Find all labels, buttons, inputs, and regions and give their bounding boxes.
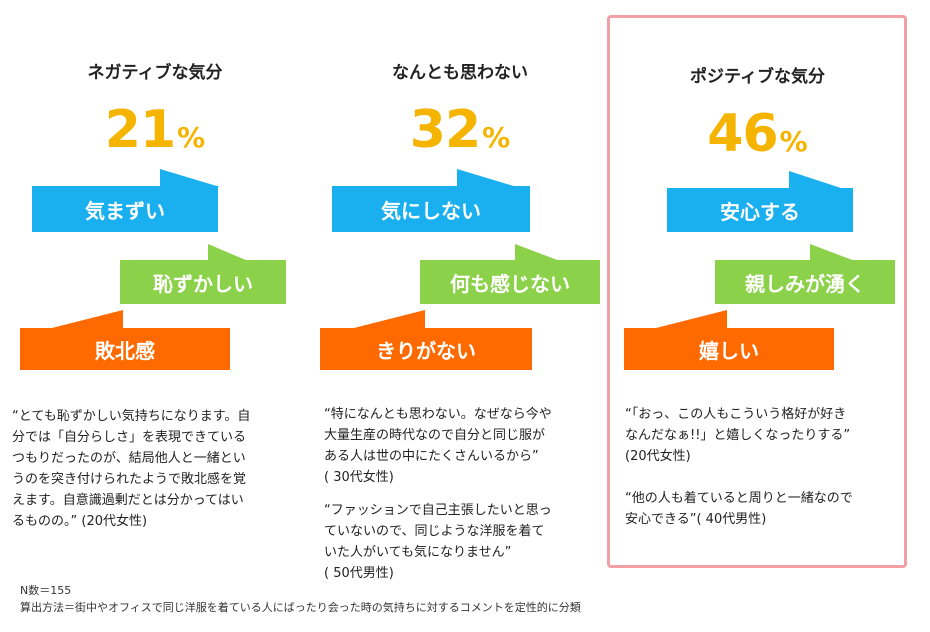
bubble-tail: [350, 310, 425, 329]
positive-percent: 46%: [605, 108, 910, 160]
bubble-kinishinai: 気にしない: [332, 169, 530, 232]
bubble-nanimokanjinai: 何も感じない: [420, 244, 600, 304]
neutral-column: なんとも思わない 32% 気にしない 何も感じない きりがない “特になんとも思…: [310, 0, 610, 600]
positive-highlight-frame: [607, 15, 907, 568]
bubble-hazukashii: 恥ずかしい: [120, 244, 286, 304]
negative-percent: 21%: [0, 104, 310, 156]
bubble-tail: [652, 310, 727, 329]
positive-quote-1: “「おっ、この人もこういう格好が好き なんだなぁ!!」と嬉しくなったりする” (…: [625, 407, 851, 464]
negative-heading: ネガティブな気分: [87, 63, 223, 83]
bubble-label: 何も感じない: [450, 271, 570, 296]
negative-percent-unit: %: [177, 121, 206, 154]
bubble-label: きりがない: [376, 338, 476, 363]
bubble-ureshii: 嬉しい: [624, 310, 834, 370]
bubble-label: 嬉しい: [699, 338, 759, 363]
neutral-quote-2: “ファッションで自己主張したいと思っ ていないので、同じような洋服を着て いた人…: [324, 503, 552, 581]
bubble-tail: [160, 169, 220, 187]
bubble-tail: [515, 244, 560, 261]
bubble-kimazui: 気まずい: [32, 169, 220, 232]
bubble-tail: [789, 171, 844, 189]
positive-heading: ポジティブな気分: [690, 67, 825, 87]
negative-percent-value: 21: [104, 100, 176, 160]
bubble-anshinsuru: 安心する: [667, 171, 853, 232]
neutral-heading: なんとも思わない: [392, 63, 528, 83]
neutral-percent-unit: %: [482, 121, 511, 154]
bubble-label: 気にしない: [381, 198, 481, 223]
bubble-tail: [48, 310, 123, 329]
bubble-label: 親しみが湧く: [745, 271, 865, 296]
neutral-percent-value: 32: [409, 100, 481, 160]
positive-column: ポジティブな気分 46% 安心する 親しみが湧く 嬉しい “「おっ、この人もこう…: [605, 0, 910, 600]
bubble-haibokukan: 敗北感: [20, 310, 230, 370]
footnote: N数＝155 算出方法＝街中やオフィスで同じ洋服を着ている人にばったり会った時の…: [20, 584, 581, 614]
bubble-label: 気まずい: [85, 198, 165, 223]
negative-column: ネガティブな気分 21% 気まずい 恥ずかしい 敗北感 “とても恥ずかしい気持ち…: [0, 0, 310, 600]
bubble-shitashimigawaku: 親しみが湧く: [715, 244, 895, 304]
bubble-tail: [208, 244, 248, 261]
bubble-tail: [457, 169, 517, 187]
neutral-quote-1: “特になんとも思わない。なぜなら今や 大量生産の時代なので自分と同じ服が ある人…: [324, 407, 552, 485]
positive-quote-2: “他の人も着ていると周りと一緒なので 安心できる”( 40代男性): [625, 491, 853, 527]
negative-quote-1: “とても恥ずかしい気持ちになります。自 分では「自分らしさ」を表現できている つ…: [12, 409, 251, 529]
positive-percent-unit: %: [779, 125, 808, 158]
bubble-kiriganai: きりがない: [320, 310, 532, 370]
bubble-label: 安心する: [720, 199, 800, 224]
positive-percent-value: 46: [707, 104, 778, 164]
bubble-tail: [810, 244, 855, 261]
bubble-label: 敗北感: [95, 338, 155, 363]
bubble-label: 恥ずかしい: [153, 271, 253, 296]
neutral-percent: 32%: [310, 104, 610, 156]
